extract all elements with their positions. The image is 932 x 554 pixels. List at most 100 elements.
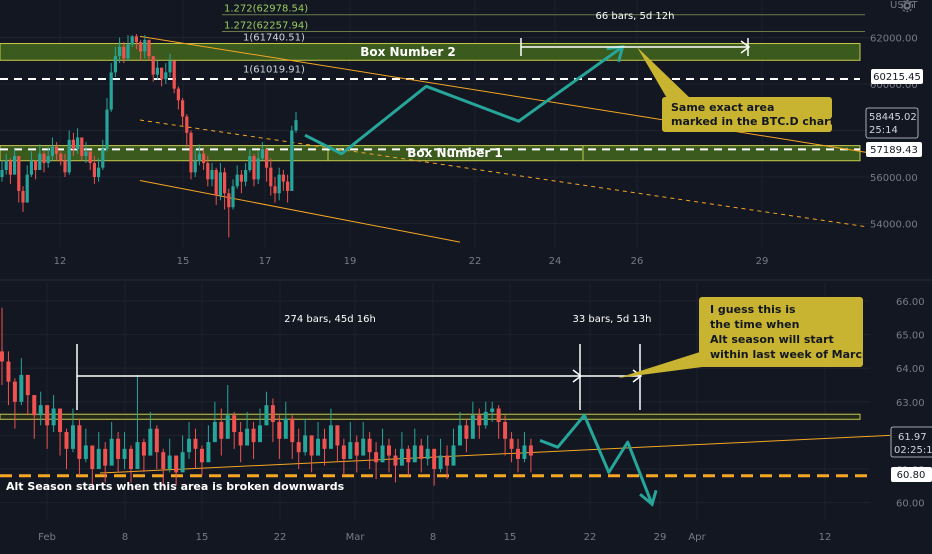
alt-rising-trendline[interactable] <box>99 434 891 474</box>
candle-body <box>294 120 298 131</box>
lower-trendline[interactable] <box>139 179 461 243</box>
candle-body <box>32 395 37 416</box>
svg-text:61.97: 61.97 <box>898 432 927 443</box>
candle-body <box>206 442 211 463</box>
candle-body <box>264 405 269 426</box>
candle-body <box>55 146 59 154</box>
price-tag-58445: 58445.02 25:14 <box>865 107 919 139</box>
candle-body <box>126 44 130 59</box>
candle-body <box>6 361 11 382</box>
candle-body <box>477 415 482 426</box>
candle-body <box>225 415 230 439</box>
candle-body <box>187 438 192 453</box>
x-tick-label: Apr <box>688 532 706 543</box>
gear-icon[interactable] <box>900 0 914 13</box>
alt-projection-path[interactable] <box>539 413 654 505</box>
candle-body <box>38 153 42 171</box>
candle-body <box>12 381 17 402</box>
date-range-33[interactable] <box>580 344 643 410</box>
candle-body <box>303 435 308 453</box>
top-panel[interactable]: USDT Box Number 2 Box Number 1 1.272(629… <box>0 0 923 267</box>
candle-body <box>185 116 189 133</box>
date-range-274[interactable] <box>76 344 583 410</box>
candle-body <box>277 421 282 439</box>
x-tick-label: 26 <box>631 256 644 267</box>
candle-body <box>451 445 456 466</box>
bottom-candles <box>0 307 533 490</box>
candle-body <box>245 428 250 446</box>
candle-body <box>151 56 155 75</box>
alt-season-box[interactable] <box>0 413 861 420</box>
candle-body <box>483 411 488 426</box>
candle-body <box>248 156 252 171</box>
candle-body <box>172 60 176 89</box>
fib-label-4: 1(61019.91) <box>243 64 305 75</box>
candle-body <box>50 146 54 157</box>
projection-path[interactable] <box>304 45 624 156</box>
x-tick-label: Mar <box>346 532 366 543</box>
candle-body <box>374 452 379 463</box>
candle-body <box>316 438 321 456</box>
candle-body <box>260 149 264 159</box>
candle-body <box>64 432 69 449</box>
candle-body <box>251 428 256 443</box>
bottom-time-axis[interactable]: Feb 8 15 22 Mar 8 15 22 29 Apr 12 <box>38 532 831 543</box>
candle-body <box>206 163 210 180</box>
candle-body <box>97 167 101 177</box>
x-tick-label: 29 <box>654 532 667 543</box>
candle-body <box>148 428 153 456</box>
top-time-axis[interactable]: 12 15 17 19 22 24 26 29 <box>54 256 769 267</box>
x-tick-label: 17 <box>259 256 272 267</box>
candle-body <box>238 432 243 446</box>
candle-body <box>88 151 92 164</box>
candle-body <box>470 415 475 439</box>
x-tick-label: 8 <box>122 532 128 543</box>
candle-body <box>509 438 514 449</box>
upper-trendline[interactable] <box>139 35 869 154</box>
candle-body <box>77 425 82 459</box>
svg-text:57189.43: 57189.43 <box>870 145 918 156</box>
candle-body <box>174 455 179 473</box>
alt-note-line-4: within last week of March <box>710 348 870 361</box>
candle-body <box>42 153 46 164</box>
candle-body <box>199 448 204 463</box>
candle-body <box>419 445 424 459</box>
candle-body <box>154 428 159 453</box>
mid-trendline[interactable] <box>139 119 869 228</box>
x-tick-label: 24 <box>549 256 562 267</box>
bottom-panel[interactable]: 274 bars, 45d 16h 33 bars, 5d 13h I gues… <box>0 282 932 543</box>
candle-body <box>258 425 262 443</box>
candle-body <box>438 455 443 469</box>
svg-text:02:25:1: 02:25:1 <box>894 445 932 456</box>
candle-body <box>341 445 346 459</box>
candle-body <box>181 100 185 117</box>
x-tick-label: 12 <box>54 256 67 267</box>
date-range-tool[interactable] <box>520 38 751 56</box>
price-tag-60215: 60215.45 <box>871 69 923 84</box>
range-274-label: 274 bars, 45d 16h <box>284 314 376 325</box>
candle-body <box>92 163 96 177</box>
candle-body <box>103 448 108 466</box>
note-btc-d[interactable] <box>662 97 832 132</box>
candle-body <box>348 442 353 459</box>
candle-body <box>59 153 63 161</box>
note-line-2: marked in the BTC.D chart <box>671 115 835 128</box>
alt-callout-pointer <box>618 352 710 378</box>
candle-body <box>147 39 151 57</box>
candle-body <box>281 174 285 182</box>
box-number-1-label: Box Number 1 <box>407 146 503 160</box>
candle-body <box>17 156 21 191</box>
price-tag-61.97: 61.97 02:25:1 <box>890 426 932 458</box>
candle-body <box>367 438 372 453</box>
candle-body <box>161 452 166 469</box>
candle-body <box>96 448 101 469</box>
candle-body <box>122 448 127 459</box>
note-alt-season[interactable] <box>699 297 863 367</box>
candle-body <box>58 408 63 433</box>
y-tick-label: 66.00 <box>896 297 925 308</box>
candle-body <box>160 67 164 80</box>
candle-body <box>143 39 147 52</box>
candle-body <box>83 445 88 459</box>
